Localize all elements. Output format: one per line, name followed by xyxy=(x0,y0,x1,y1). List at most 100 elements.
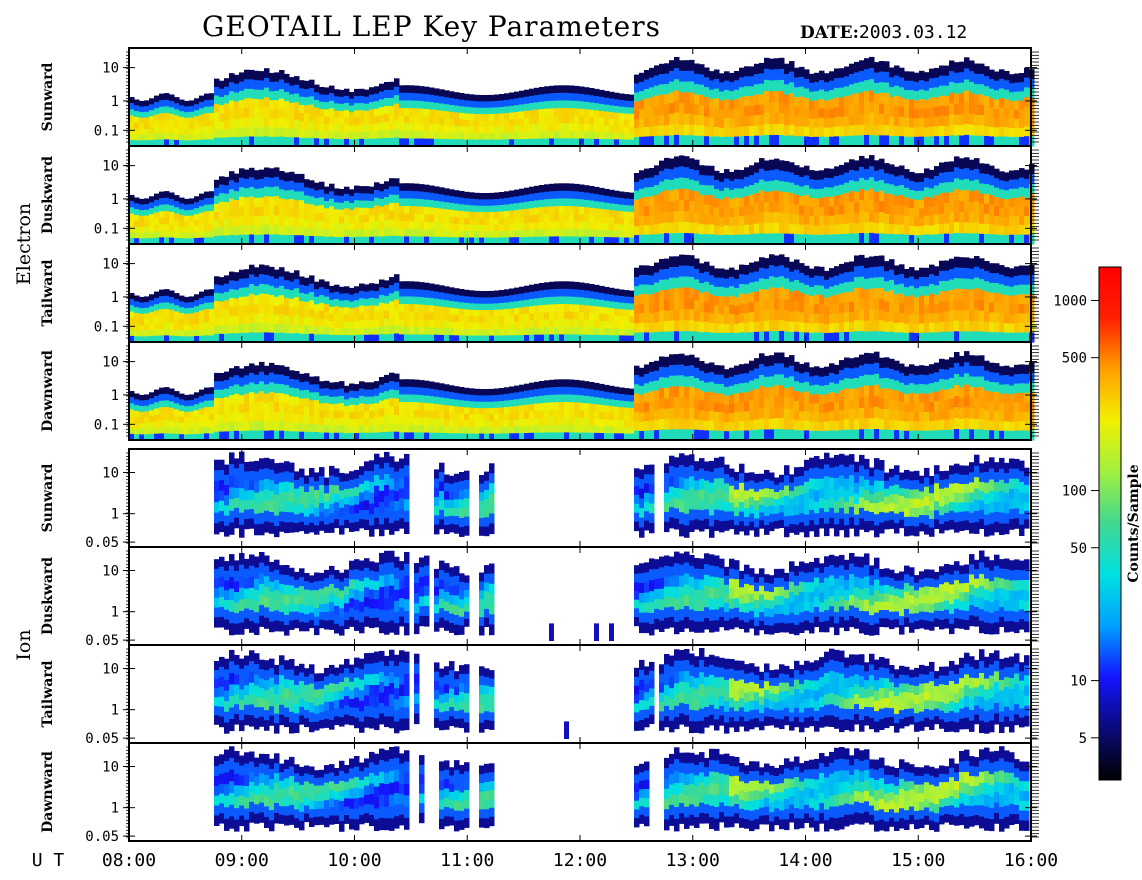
electron-cell xyxy=(509,230,515,238)
electron-cell xyxy=(684,222,690,234)
electron-cell xyxy=(219,373,225,382)
electron-cell xyxy=(414,213,420,222)
electron-cell xyxy=(709,234,715,245)
electron-cell xyxy=(144,307,150,315)
electron-cell xyxy=(184,336,190,343)
electron-cell xyxy=(529,208,535,216)
electron-cell xyxy=(379,130,385,139)
electron-cell xyxy=(424,282,430,291)
electron-cell xyxy=(524,139,530,147)
electron-cell xyxy=(799,196,805,207)
electron-cell xyxy=(344,208,350,216)
electron-cell xyxy=(449,203,455,211)
electron-cell xyxy=(329,93,335,102)
electron-cell xyxy=(154,101,160,109)
electron-cell xyxy=(949,321,955,333)
electron-cell xyxy=(409,281,415,290)
electron-cell xyxy=(649,323,655,334)
electron-cell xyxy=(279,393,285,404)
electron-cell xyxy=(809,234,815,245)
electron-cell xyxy=(234,366,240,376)
electron-cell xyxy=(789,281,795,293)
electron-cell xyxy=(899,185,905,196)
electron-cell xyxy=(319,287,325,296)
electron-cell xyxy=(444,405,450,413)
electron-cell xyxy=(174,421,180,429)
electron-cell xyxy=(669,331,675,343)
electron-cell xyxy=(994,168,1000,179)
electron-cell xyxy=(819,295,825,305)
electron-cell xyxy=(564,198,570,207)
electron-cell xyxy=(404,100,410,109)
electron-cell xyxy=(999,313,1005,324)
electron-cell xyxy=(539,123,545,132)
electron-cell xyxy=(644,206,650,217)
electron-cell xyxy=(719,73,725,83)
electron-cell xyxy=(494,199,500,206)
electron-cell xyxy=(599,125,605,133)
electron-cell xyxy=(324,193,330,202)
electron-cell xyxy=(719,82,725,93)
electron-cell xyxy=(184,198,190,206)
electron-cell xyxy=(169,113,175,121)
electron-cell xyxy=(644,117,650,128)
electron-cell xyxy=(199,297,205,305)
electron-cell xyxy=(334,320,340,329)
electron-cell xyxy=(784,257,790,269)
electron-cell xyxy=(719,286,725,297)
electron-cell xyxy=(349,237,355,245)
electron-cell xyxy=(449,399,455,407)
electron-cell xyxy=(224,333,230,343)
electron-cell xyxy=(824,215,830,226)
electron-cell xyxy=(769,180,775,192)
electron-cell xyxy=(914,91,920,101)
electron-cell xyxy=(254,216,260,227)
electron-cell xyxy=(279,198,285,209)
electron-cell xyxy=(969,135,975,147)
electron-cell xyxy=(539,305,545,314)
electron-cell xyxy=(774,222,780,234)
electron-cell xyxy=(659,202,665,214)
electron-cell xyxy=(654,65,660,77)
electron-cell xyxy=(529,411,535,420)
electron-cell xyxy=(199,139,205,147)
electron-cell xyxy=(149,116,155,123)
electron-cell xyxy=(349,119,355,127)
electron-cell xyxy=(534,236,540,245)
electron-cell xyxy=(629,199,635,206)
electron-cell xyxy=(484,316,490,324)
electron-cell xyxy=(744,293,750,305)
electron-cell xyxy=(184,238,190,245)
electron-cell xyxy=(934,126,940,137)
electron-cell xyxy=(394,194,400,204)
electron-cell xyxy=(769,58,775,71)
electron-cell xyxy=(484,433,490,441)
electron-cell xyxy=(514,399,520,407)
electron-cell xyxy=(279,412,285,422)
electron-cell xyxy=(284,412,290,423)
electron-cell xyxy=(894,265,900,276)
electron-cell xyxy=(714,198,720,208)
electron-cell xyxy=(374,86,380,95)
electron-cell xyxy=(474,388,480,396)
electron-cell xyxy=(524,397,530,406)
electron-cell xyxy=(764,331,770,343)
electron-cell xyxy=(319,123,325,132)
electron-cell xyxy=(319,410,325,419)
electron-cell xyxy=(494,218,500,226)
electron-cell xyxy=(314,115,320,124)
electron-cell xyxy=(289,137,295,147)
electron-cell xyxy=(474,205,480,213)
electron-cell xyxy=(544,108,550,117)
electron-cell xyxy=(1004,226,1010,236)
electron-cell xyxy=(739,332,745,343)
electron-cell xyxy=(959,278,965,290)
electron-cell xyxy=(209,113,215,121)
electron-cell xyxy=(854,61,860,73)
electron-cell xyxy=(569,138,575,147)
electron-cell xyxy=(409,319,415,328)
electron-cell xyxy=(754,94,760,106)
electron-cell xyxy=(594,292,600,300)
electron-cell xyxy=(794,280,800,291)
electron-cell xyxy=(839,303,845,314)
